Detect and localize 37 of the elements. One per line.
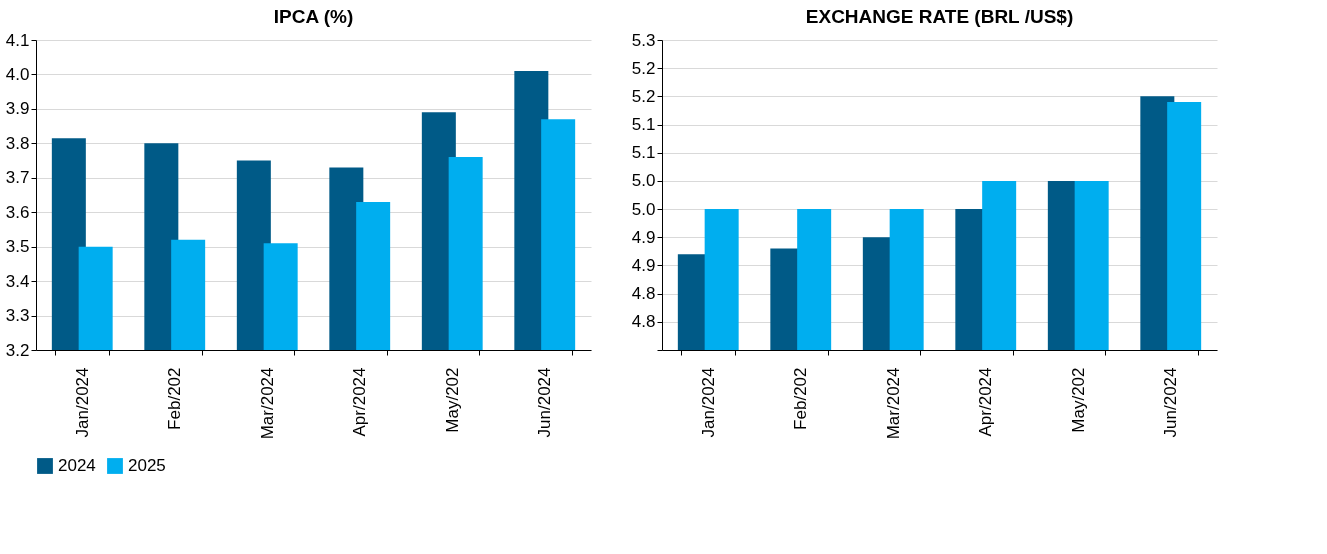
x-tick-label: Jan/2024 bbox=[698, 367, 718, 438]
chart-title: EXCHANGE RATE (BRL /US$) bbox=[805, 6, 1074, 27]
y-tick-label: 3.8 bbox=[5, 133, 30, 153]
y-tick-label: 4.1 bbox=[5, 30, 30, 50]
y-tick-label: 5.2 bbox=[631, 58, 656, 78]
y-tick-label: 3.5 bbox=[5, 237, 30, 257]
y-tick-label: 5.0 bbox=[631, 171, 656, 191]
x-tick-label: Mar/2024 bbox=[883, 367, 903, 440]
y-tick-label: 4.9 bbox=[631, 227, 656, 247]
legend-label: 2024 bbox=[58, 456, 96, 475]
y-tick-label: 4.8 bbox=[631, 312, 656, 332]
x-tick-label: May/202 bbox=[442, 367, 462, 433]
y-tick-label: 5.1 bbox=[631, 115, 656, 135]
x-tick-label: Feb/202 bbox=[165, 367, 185, 430]
x-tick-label: Jun/2024 bbox=[535, 367, 555, 438]
chart-title: IPCA (%) bbox=[273, 6, 354, 27]
y-tick-label: 5.0 bbox=[631, 199, 656, 219]
y-tick-label: 4.8 bbox=[631, 284, 656, 304]
x-tick-label: Mar/2024 bbox=[257, 367, 277, 440]
y-tick-label: 5.2 bbox=[631, 86, 656, 106]
x-tick-label: Apr/2024 bbox=[350, 367, 370, 437]
x-tick-label: May/202 bbox=[1068, 367, 1088, 433]
y-tick-label: 4.0 bbox=[5, 64, 30, 84]
y-tick-label: 3.6 bbox=[5, 202, 30, 222]
x-tick-label: Apr/2024 bbox=[976, 367, 996, 437]
x-tick-label: Feb/202 bbox=[791, 367, 811, 430]
y-tick-label: 4.9 bbox=[631, 255, 656, 275]
y-tick-label: 5.3 bbox=[631, 30, 656, 50]
y-tick-label: 3.7 bbox=[5, 168, 30, 188]
y-tick-label: 3.4 bbox=[5, 271, 30, 291]
legend-label: 2025 bbox=[128, 456, 166, 475]
y-tick-label: 5.1 bbox=[631, 143, 656, 163]
x-tick-label: Jun/2024 bbox=[1161, 367, 1181, 438]
y-tick-label: 3.9 bbox=[5, 99, 30, 119]
x-tick-label: Jan/2024 bbox=[72, 367, 92, 438]
y-tick-label: 3.2 bbox=[5, 340, 30, 360]
y-tick-label: 3.3 bbox=[5, 306, 30, 326]
